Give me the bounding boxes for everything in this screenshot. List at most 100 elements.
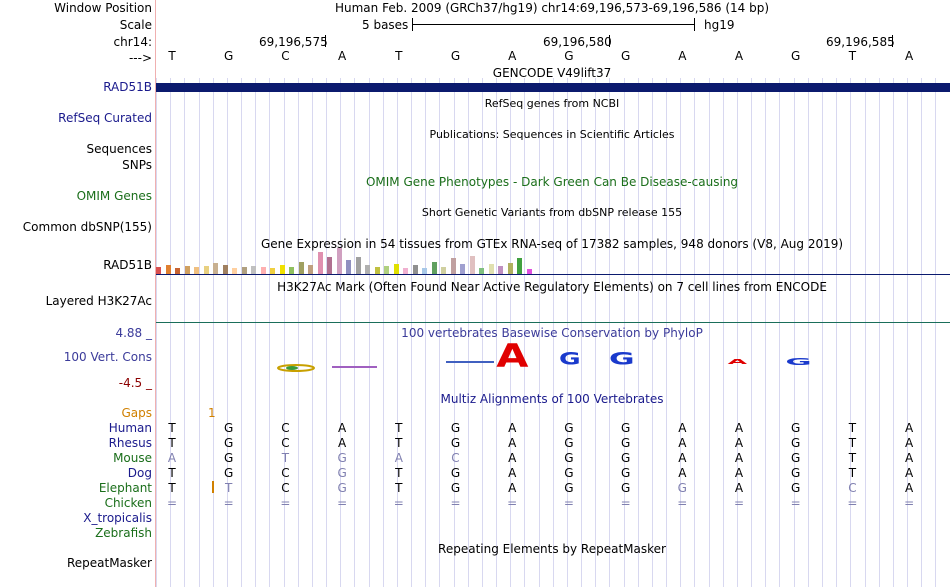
gtex-tissue-bar[interactable] xyxy=(403,268,408,274)
reference-base: A xyxy=(904,49,914,63)
gridline xyxy=(496,78,498,587)
label-strand-arrow[interactable]: ---> xyxy=(128,51,152,65)
gtex-tissue-bar[interactable] xyxy=(488,264,494,274)
alignment-base: = xyxy=(507,496,518,510)
gtex-tissue-bar[interactable] xyxy=(165,265,171,274)
alignment-base: A xyxy=(734,436,744,450)
alignment-base: C xyxy=(281,481,290,495)
gtex-tissue-bar[interactable] xyxy=(203,266,209,274)
species-label[interactable]: Human xyxy=(108,421,152,435)
label-sequences[interactable]: Sequences xyxy=(86,142,152,156)
species-label[interactable]: Mouse xyxy=(113,451,152,465)
gtex-tissue-bar[interactable] xyxy=(194,267,199,274)
alignment-base: = xyxy=(450,496,461,510)
gridline xyxy=(722,78,724,587)
alignment-base: G xyxy=(791,451,801,465)
gtex-tissue-bar[interactable] xyxy=(327,257,332,274)
alignment-base: G xyxy=(620,436,631,450)
gtex-tissue-bar[interactable] xyxy=(374,267,380,274)
gtex-tissue-bar[interactable] xyxy=(222,265,228,274)
species-label[interactable]: X_tropicalis xyxy=(83,511,152,525)
gtex-tissue-bar[interactable] xyxy=(526,269,532,274)
gtex-tissue-bar[interactable] xyxy=(289,267,294,274)
label-rad51b-gtex[interactable]: RAD51B xyxy=(103,258,152,272)
gtex-tissue-bar[interactable] xyxy=(422,268,427,274)
gtex-tissue-bar[interactable] xyxy=(175,268,180,274)
alignment-base: T xyxy=(395,481,403,495)
rad51b-gene-bar[interactable] xyxy=(156,83,950,92)
dbsnp-track-title: Short Genetic Variants from dbSNP releas… xyxy=(421,206,683,219)
gtex-tissue-bar[interactable] xyxy=(336,248,342,274)
gtex-tissue-bar[interactable] xyxy=(260,267,266,274)
gtex-tissue-bar[interactable] xyxy=(498,266,503,274)
gtex-tissue-bar[interactable] xyxy=(308,265,313,274)
species-label[interactable]: Dog xyxy=(127,466,152,480)
gtex-tissue-bar[interactable] xyxy=(431,262,437,274)
gtex-tissue-bar[interactable] xyxy=(251,266,256,274)
coord-label-1: 69,196,575 xyxy=(259,35,328,49)
alignment-base: G xyxy=(450,481,461,495)
alignment-base: G xyxy=(450,436,461,450)
gridline xyxy=(510,78,512,587)
gtex-tissue-bar[interactable] xyxy=(346,260,351,274)
gtex-tissue-bar[interactable] xyxy=(384,266,389,274)
gtex-tissue-bar[interactable] xyxy=(517,258,522,274)
gtex-tissue-bar[interactable] xyxy=(412,265,418,274)
alignment-base: G xyxy=(620,451,631,465)
scale-bar-right-tick xyxy=(694,18,695,31)
label-refseq-curated[interactable]: RefSeq Curated xyxy=(58,111,152,125)
gridline xyxy=(184,78,186,587)
species-label[interactable]: Chicken xyxy=(104,496,152,510)
label-common-dbsnp[interactable]: Common dbSNP(155) xyxy=(22,220,152,234)
gtex-tissue-bar[interactable] xyxy=(441,267,446,274)
alignment-base: = xyxy=(733,496,745,510)
gtex-tissue-bar[interactable] xyxy=(507,263,513,274)
gtex-tissue-bar[interactable] xyxy=(317,252,323,274)
label-chrom: chr14: xyxy=(113,35,152,49)
gtex-tissue-bar[interactable] xyxy=(355,257,361,274)
assembly-label: hg19 xyxy=(704,18,735,32)
label-omim-genes[interactable]: OMIM Genes xyxy=(76,189,152,203)
alignment-base: G xyxy=(337,481,347,495)
gridline xyxy=(609,78,611,587)
gtex-tissue-bar[interactable] xyxy=(365,265,370,274)
alignment-base: = xyxy=(904,496,915,510)
alignment-base: G xyxy=(564,436,574,450)
gtex-tissue-bar[interactable] xyxy=(232,268,237,274)
gtex-tissue-bar[interactable] xyxy=(213,263,218,274)
gtex-expression-bars[interactable] xyxy=(156,248,556,274)
alignment-base: G xyxy=(620,466,631,480)
gridline xyxy=(538,78,540,587)
gridline xyxy=(751,78,753,587)
gtex-tissue-bar[interactable] xyxy=(184,266,190,274)
gtex-tissue-bar[interactable] xyxy=(450,258,456,274)
gtex-tissue-bar[interactable] xyxy=(393,264,399,274)
phylop-weak-marks xyxy=(277,364,377,372)
alignment-base: G xyxy=(450,421,461,435)
alignment-base: T xyxy=(168,481,176,495)
label-gaps[interactable]: Gaps xyxy=(121,406,152,420)
species-label[interactable]: Rhesus xyxy=(108,436,152,450)
gridline xyxy=(637,78,639,587)
gtex-tissue-bar[interactable] xyxy=(460,264,465,274)
label-100-vert-cons[interactable]: 100 Vert. Cons xyxy=(63,350,152,364)
gtex-tissue-bar[interactable] xyxy=(469,256,475,274)
gtex-tissue-bar[interactable] xyxy=(241,267,247,274)
gtex-tissue-bar[interactable] xyxy=(298,262,304,274)
label-rad51b-gene[interactable]: RAD51B xyxy=(103,80,152,94)
gtex-tissue-bar[interactable] xyxy=(479,268,484,274)
gtex-tissue-bar[interactable] xyxy=(156,267,161,274)
label-repeatmasker[interactable]: RepeatMasker xyxy=(66,556,152,570)
gtex-tissue-bar[interactable] xyxy=(279,265,285,274)
label-snps[interactable]: SNPs xyxy=(122,158,152,172)
gridline xyxy=(552,78,554,587)
alignment-base: A xyxy=(734,481,744,495)
reference-base: G xyxy=(224,49,234,63)
gtex-tissue-bar[interactable] xyxy=(270,268,275,274)
reference-base: G xyxy=(564,49,574,63)
gridline xyxy=(453,78,455,587)
species-label[interactable]: Elephant xyxy=(98,481,152,495)
label-layered-h3k27ac[interactable]: Layered H3K27Ac xyxy=(45,294,152,308)
alignment-base: A xyxy=(508,481,517,495)
species-label[interactable]: Zebrafish xyxy=(95,526,152,540)
